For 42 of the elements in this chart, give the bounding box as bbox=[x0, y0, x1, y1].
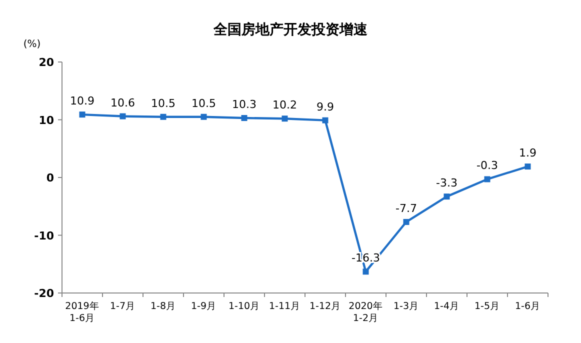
point bbox=[484, 176, 490, 182]
data-label: 1.9 bbox=[519, 146, 536, 160]
data-label: 10.3 bbox=[232, 98, 256, 112]
x-tick-label: 1-11月 bbox=[268, 301, 301, 312]
data-label: 10.5 bbox=[151, 96, 176, 110]
y-tick-label: -20 bbox=[34, 287, 54, 300]
point bbox=[444, 194, 450, 200]
chart-title: 全国房地产开发投资增速 bbox=[212, 21, 368, 38]
y-tick-label: -10 bbox=[34, 229, 54, 242]
data-label: 10.2 bbox=[272, 98, 297, 112]
x-tick-label: 1-7月 bbox=[110, 301, 136, 312]
data-label: 10.5 bbox=[192, 96, 216, 110]
point bbox=[160, 114, 166, 120]
x-tick-label: 2020年 1-2月 bbox=[348, 300, 383, 324]
point bbox=[322, 117, 328, 124]
y-tick-label: 20 bbox=[38, 56, 54, 69]
point bbox=[362, 268, 369, 275]
point bbox=[524, 164, 531, 170]
x-tick-label: 1-12月 bbox=[309, 301, 342, 312]
data-label: -7.7 bbox=[396, 202, 417, 215]
data-label: -3.3 bbox=[436, 176, 458, 190]
x-tick-label: 1-5月 bbox=[474, 301, 500, 312]
point bbox=[200, 114, 207, 120]
data-label: -0.3 bbox=[476, 159, 498, 172]
point bbox=[79, 112, 86, 118]
point bbox=[241, 115, 248, 122]
y-tick-label: 10 bbox=[38, 114, 54, 127]
y-tick-label: 0 bbox=[46, 172, 54, 184]
x-tick-label: 1-8月 bbox=[150, 301, 176, 312]
data-label: 10.6 bbox=[110, 96, 135, 110]
x-tick-label: 1-3月 bbox=[393, 301, 420, 312]
x-tick-label: 1-10月 bbox=[228, 301, 260, 312]
x-tick-label: 1-6月 bbox=[514, 301, 541, 312]
x-tick-label: 2019年 1-6月 bbox=[65, 300, 100, 324]
data-label: 9.9 bbox=[316, 100, 334, 114]
y-axis-title: (%) bbox=[23, 39, 41, 50]
data-label: 10.9 bbox=[70, 94, 94, 108]
point bbox=[403, 218, 410, 225]
point bbox=[120, 113, 126, 120]
x-tick-label: 1-4月 bbox=[434, 301, 460, 312]
x-tick-label: 1-9月 bbox=[190, 301, 217, 312]
point bbox=[282, 116, 288, 122]
